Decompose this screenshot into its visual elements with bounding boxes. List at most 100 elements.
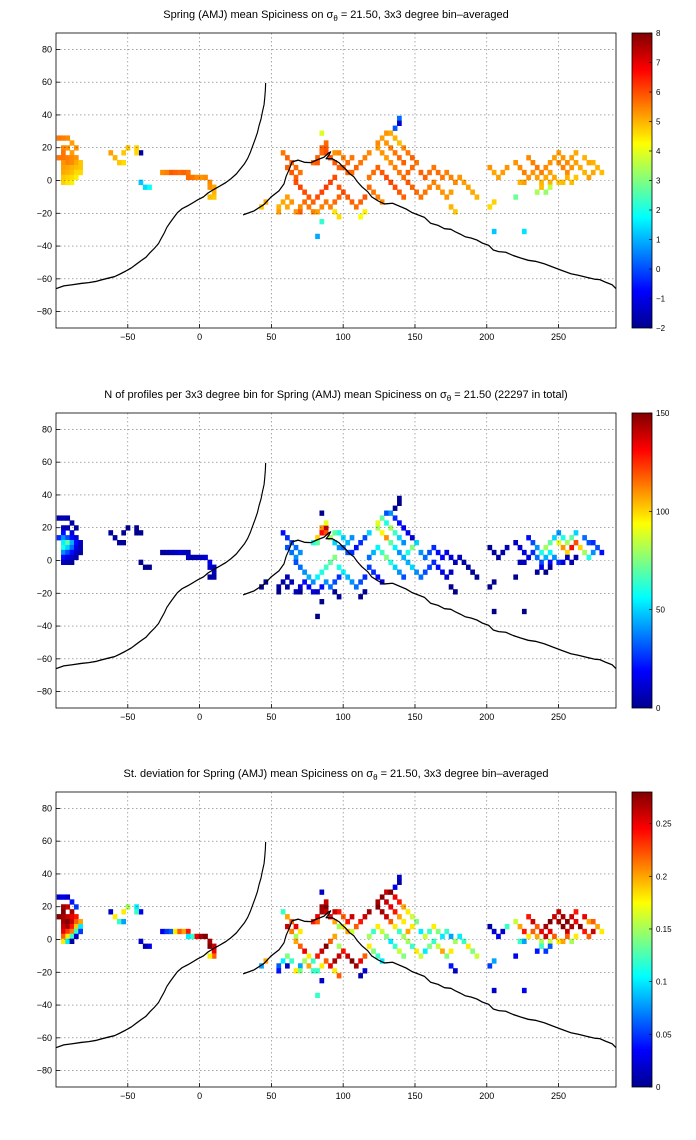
heatmap-cell (397, 115, 402, 122)
heatmap-cell (315, 233, 320, 240)
heatmap-cell (323, 150, 329, 156)
heatmap-cell (78, 544, 83, 551)
heatmap-cell (319, 599, 325, 605)
heatmap-cell (552, 914, 557, 920)
heatmap-cell (349, 914, 355, 920)
y-tick-label: −40 (37, 621, 52, 631)
heatmap-cell (543, 554, 549, 561)
heatmap-cell (61, 535, 66, 541)
heatmap-cell (384, 933, 389, 940)
y-tick-label: −80 (37, 687, 52, 697)
heatmap-cell (595, 164, 600, 171)
colorbar: 0 50 100 150 (631, 409, 670, 713)
heatmap-cell (358, 594, 363, 600)
heatmap-cells (56, 874, 605, 999)
heatmap-cell (560, 155, 566, 161)
heatmap-cell (440, 948, 445, 954)
heatmap-cell (397, 569, 402, 575)
y-tick-label: −40 (37, 1000, 52, 1010)
heatmap-cell (543, 948, 549, 954)
heatmap-cell (112, 535, 118, 541)
heatmap-cell (435, 549, 441, 556)
colorbar: 0 0.05 0.1 0.15 0.2 0.25 (631, 791, 672, 1092)
heatmap-cell (285, 155, 290, 161)
colorbar-tick-label: 2 (656, 206, 661, 215)
x-tick-label: 100 (336, 332, 351, 342)
heatmap-cell (362, 589, 368, 595)
coastline (56, 82, 616, 290)
heatmap-cell (448, 204, 454, 210)
heatmap-cell (65, 164, 71, 171)
y-tick-label: 0 (47, 176, 52, 186)
heatmap-cell (319, 525, 325, 531)
heatmap-cell (138, 938, 144, 944)
heatmap-cell (108, 909, 114, 915)
heatmap-cell (65, 179, 71, 185)
heatmap-cell (431, 559, 437, 565)
heatmap-cell (453, 589, 458, 595)
heatmap-cell (474, 574, 480, 580)
heatmap-cell (211, 564, 217, 570)
heatmap-cell (319, 530, 325, 536)
heatmap-cell (78, 923, 83, 930)
y-tick-label: 0 (47, 935, 52, 945)
heatmap-cell (336, 574, 342, 580)
heatmap-cell (293, 179, 299, 185)
heatmap-cell (358, 919, 363, 925)
heatmap-cell (530, 549, 536, 556)
heatmap-cell (353, 544, 359, 551)
heatmap-cell (465, 184, 471, 190)
heatmap-cell (65, 933, 71, 940)
heatmap-cell (297, 928, 303, 935)
y-tick-label: −60 (37, 274, 52, 284)
heatmap-cell (349, 579, 355, 585)
heatmap-cell (573, 554, 579, 561)
x-tick-label: 100 (336, 712, 351, 722)
heatmap-cell (190, 554, 195, 561)
heatmap-cell (565, 540, 570, 546)
heatmap-cell (457, 933, 463, 940)
heatmap-cell (397, 879, 402, 885)
heatmap-cell (392, 505, 398, 511)
heatmap-cell (573, 540, 579, 546)
heatmap-cell (194, 933, 200, 940)
heatmap-cell (323, 943, 329, 949)
heatmap-cell (444, 169, 450, 176)
heatmap-cell (319, 569, 325, 575)
heatmap-cell (496, 554, 501, 561)
heatmap-cell (61, 904, 66, 910)
heatmap-cell (328, 584, 333, 590)
heatmap-cell (293, 559, 299, 565)
colorbar-tick-label: 50 (656, 606, 665, 615)
colorbar-tick-label: −2 (656, 324, 666, 333)
heatmap-cell (560, 544, 566, 551)
heatmap-cell (431, 544, 437, 551)
heatmap-cell (409, 164, 415, 171)
heatmap-cell (392, 125, 398, 131)
heatmap-cell (341, 189, 346, 195)
heatmap-cell (190, 174, 195, 181)
colorbar: −2 −1 0 1 2 3 4 5 6 7 8 (631, 29, 666, 333)
heatmap-cell (491, 987, 497, 994)
heatmap-cell (534, 554, 540, 561)
heatmap-cell (319, 904, 325, 910)
heatmap-cell (444, 549, 450, 556)
heatmap-cell (315, 209, 320, 215)
heatmap-cell (73, 914, 79, 920)
y-tick-label: −20 (37, 967, 52, 977)
heatmap-cell (65, 160, 71, 166)
heatmap-cell (573, 530, 579, 536)
heatmap-cell (61, 544, 66, 551)
heatmap-cell (306, 574, 312, 580)
heatmap-cell (332, 958, 338, 964)
heatmap-cell (573, 150, 579, 156)
heatmap-cell (358, 214, 363, 220)
heatmap-cell (366, 184, 372, 190)
heatmap-cell (418, 169, 424, 176)
heatmap-cell (388, 510, 394, 516)
heatmap-cell (530, 919, 536, 925)
heatmap-cell (293, 174, 299, 181)
heatmap-cell (461, 559, 467, 565)
heatmap-cell (147, 943, 152, 949)
heatmap-cell (185, 174, 191, 181)
